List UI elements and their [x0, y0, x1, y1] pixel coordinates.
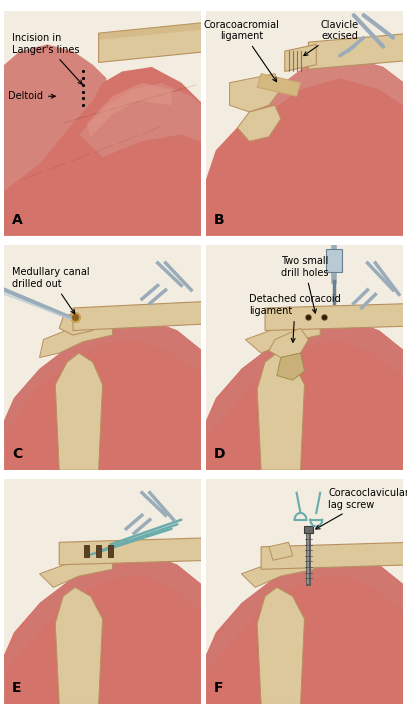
Text: Clavicle
excised: Clavicle excised: [304, 20, 359, 56]
Polygon shape: [285, 45, 316, 72]
Text: Two small
drill holes: Two small drill holes: [281, 256, 328, 313]
Text: D: D: [214, 447, 225, 461]
Polygon shape: [55, 353, 103, 470]
Text: Deltoid: Deltoid: [8, 91, 55, 101]
Polygon shape: [206, 317, 407, 436]
Polygon shape: [269, 542, 293, 560]
Polygon shape: [237, 105, 281, 142]
Polygon shape: [257, 588, 304, 704]
Polygon shape: [206, 552, 407, 704]
Bar: [326, 249, 342, 272]
Polygon shape: [245, 317, 320, 353]
Polygon shape: [59, 308, 98, 335]
Polygon shape: [241, 56, 407, 137]
Polygon shape: [4, 317, 211, 436]
Bar: [108, 544, 113, 557]
Text: A: A: [12, 213, 23, 227]
Polygon shape: [269, 329, 309, 358]
Text: F: F: [214, 681, 223, 695]
Text: Coracoclavicular
lag screw: Coracoclavicular lag screw: [316, 489, 407, 529]
Polygon shape: [98, 22, 211, 62]
Polygon shape: [241, 552, 314, 588]
Text: E: E: [12, 681, 22, 695]
Polygon shape: [257, 74, 300, 96]
Text: Coracoacromial
ligament: Coracoacromial ligament: [204, 20, 279, 81]
Polygon shape: [309, 33, 407, 69]
Polygon shape: [4, 552, 211, 704]
Bar: [304, 526, 313, 533]
Polygon shape: [87, 83, 171, 137]
Polygon shape: [4, 317, 211, 470]
Polygon shape: [79, 83, 211, 157]
Polygon shape: [257, 353, 304, 470]
Polygon shape: [55, 588, 103, 704]
Polygon shape: [277, 353, 304, 380]
Polygon shape: [59, 538, 211, 565]
Text: Medullary canal
drilled out: Medullary canal drilled out: [12, 268, 90, 314]
Polygon shape: [206, 552, 407, 670]
Polygon shape: [0, 45, 107, 202]
Polygon shape: [0, 67, 211, 236]
Text: C: C: [12, 447, 22, 461]
Bar: [84, 544, 89, 557]
Polygon shape: [265, 304, 407, 331]
Text: B: B: [214, 213, 225, 227]
Polygon shape: [4, 552, 211, 670]
Polygon shape: [206, 317, 407, 470]
Text: Incision in
Langer's lines: Incision in Langer's lines: [12, 33, 82, 84]
Polygon shape: [206, 56, 407, 236]
Polygon shape: [39, 552, 112, 588]
Polygon shape: [230, 74, 281, 112]
Polygon shape: [73, 301, 211, 331]
Polygon shape: [98, 22, 211, 40]
Bar: [96, 544, 101, 557]
Polygon shape: [39, 317, 112, 358]
Text: Detached coracoid
ligament: Detached coracoid ligament: [249, 295, 341, 342]
Polygon shape: [261, 542, 407, 569]
